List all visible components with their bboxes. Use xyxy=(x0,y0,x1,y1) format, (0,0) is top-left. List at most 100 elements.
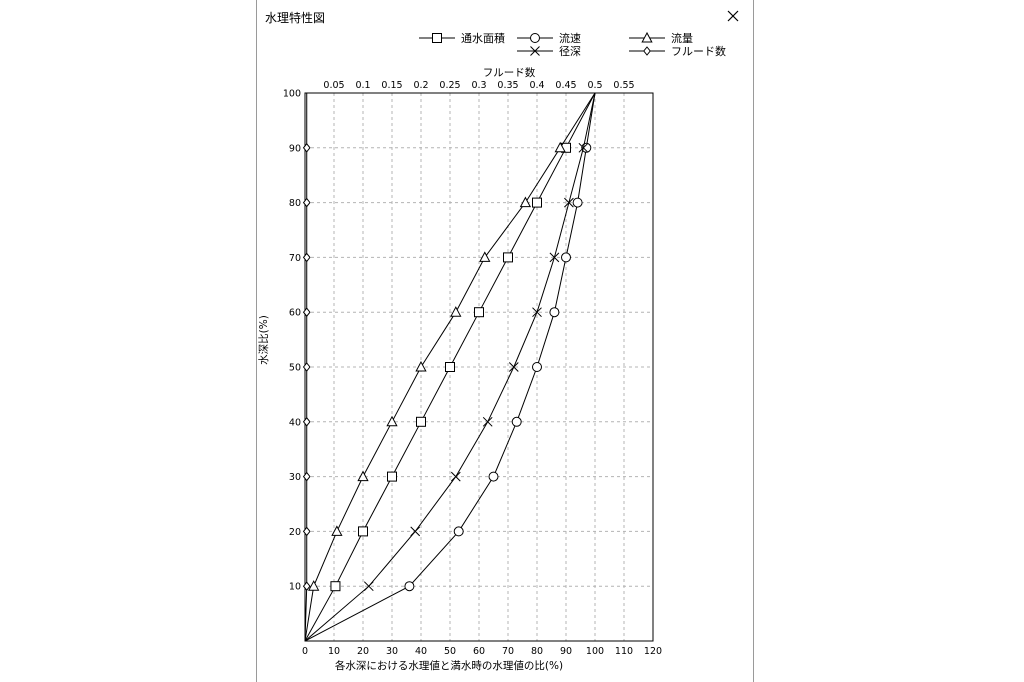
y-tick-label: 60 xyxy=(289,308,301,319)
square-marker xyxy=(387,471,397,482)
legend-label: 流速 xyxy=(559,31,581,45)
y-tick-label: 20 xyxy=(289,527,301,538)
triangle-marker xyxy=(554,141,566,153)
x2-tick-label: 0.15 xyxy=(381,80,402,91)
series-x xyxy=(304,92,596,642)
x-marker xyxy=(410,526,421,537)
circle-marker xyxy=(561,252,571,263)
legend-label: フルード数 xyxy=(671,45,726,58)
x2-tick-label: 0.55 xyxy=(613,80,634,91)
legend-item: フルード数 xyxy=(629,45,726,58)
x-tick-label: 80 xyxy=(531,646,543,657)
x-tick-label: 50 xyxy=(444,646,456,657)
series-layer xyxy=(302,92,596,642)
diamond-marker xyxy=(302,142,311,153)
x-marker xyxy=(450,471,461,482)
circle-marker xyxy=(453,526,464,537)
y-tick-label: 80 xyxy=(289,198,301,209)
legend-label: 径深 xyxy=(559,45,581,58)
square-marker xyxy=(330,581,341,592)
window-title: 水理特性図 xyxy=(265,11,326,25)
circle-marker xyxy=(549,307,560,318)
close-button[interactable] xyxy=(719,4,747,28)
triangle-marker xyxy=(386,415,398,427)
x-tick-label: 10 xyxy=(328,646,340,657)
legend-item: 通水面積 xyxy=(419,31,505,45)
close-icon xyxy=(727,10,739,22)
circle-marker xyxy=(572,197,583,208)
x2-tick-label: 0.3 xyxy=(471,80,486,91)
diamond-marker xyxy=(643,46,651,56)
diamond-marker xyxy=(302,581,311,592)
diamond-marker xyxy=(302,471,311,482)
circle-marker xyxy=(532,362,542,372)
series-triangle xyxy=(304,92,596,642)
x-tick-label: 70 xyxy=(502,646,514,657)
series-square xyxy=(304,92,596,642)
square-marker xyxy=(416,416,426,427)
hydraulic-chart-window: 水理特性図 通水面積 流速 流量 径深 フルード数 0 10 20 30 40 50 60 70 80 9… xyxy=(256,0,754,682)
circle-marker xyxy=(530,33,540,43)
x-tick-label: 110 xyxy=(615,646,633,657)
diamond-marker xyxy=(302,526,311,537)
triangle-marker xyxy=(519,196,532,208)
triangle-marker xyxy=(641,31,653,43)
circle-marker xyxy=(511,416,522,427)
x-tick-label: 120 xyxy=(644,646,662,657)
square-marker xyxy=(503,252,513,263)
x2-tick-label: 0.45 xyxy=(555,80,576,91)
circle-marker xyxy=(404,581,415,592)
legend-item: 流速 xyxy=(517,31,581,45)
legend-item: 径深 xyxy=(517,45,581,58)
x-tick-label: 100 xyxy=(586,646,604,657)
x2-tick-label: 0.05 xyxy=(323,80,344,91)
x2-tick-label: 0.2 xyxy=(413,80,428,91)
title-bar: 水理特性図 xyxy=(257,0,753,32)
square-marker xyxy=(358,526,368,537)
x-tick-label: 40 xyxy=(415,646,427,657)
triangle-marker xyxy=(450,306,462,317)
x-marker xyxy=(532,307,542,318)
x-tick-label: 30 xyxy=(386,646,398,657)
x-tick-label: 20 xyxy=(357,646,369,657)
diamond-marker xyxy=(302,362,311,372)
x-marker xyxy=(578,142,589,153)
x-marker xyxy=(549,252,560,263)
y-tick-label: 70 xyxy=(289,253,301,264)
y-tick-label: 40 xyxy=(289,417,301,428)
x-tick-label: 0 xyxy=(302,646,308,657)
diamond-marker xyxy=(302,307,311,318)
diamond-marker xyxy=(302,252,311,263)
triangle-marker xyxy=(415,360,427,372)
square-marker xyxy=(445,362,455,372)
triangle-marker xyxy=(308,580,320,591)
square-marker xyxy=(474,307,484,318)
x-marker xyxy=(564,197,574,208)
y-tick-label: 100 xyxy=(283,89,301,100)
circle-marker xyxy=(488,471,499,482)
y-tick-label: 90 xyxy=(289,143,301,154)
x2-tick-label: 0.35 xyxy=(497,80,518,91)
series-circle xyxy=(304,92,596,642)
y-tick-label: 30 xyxy=(289,472,301,483)
triangle-marker xyxy=(479,251,491,262)
x2-tick-label: 0.5 xyxy=(587,80,602,91)
diamond-marker xyxy=(302,197,311,208)
triangle-marker xyxy=(331,525,343,536)
legend-label: 流量 xyxy=(671,31,693,45)
square-marker xyxy=(532,197,542,208)
series-diamond xyxy=(302,93,311,642)
x-marker xyxy=(508,362,519,372)
diamond-marker xyxy=(302,416,311,427)
top-axis-label: フルード数 xyxy=(483,66,536,79)
legend-label: 通水面積 xyxy=(461,31,505,45)
triangle-marker xyxy=(357,470,369,482)
x2-tick-label: 0.1 xyxy=(355,80,370,91)
grid xyxy=(305,93,653,641)
x-tick-label: 90 xyxy=(560,646,572,657)
x-marker xyxy=(530,46,540,56)
axis-ticks: 0 10 20 30 40 50 60 70 80 90 100 110 120 10 20 30 40 50 60… xyxy=(283,80,662,657)
x-marker xyxy=(482,416,493,427)
